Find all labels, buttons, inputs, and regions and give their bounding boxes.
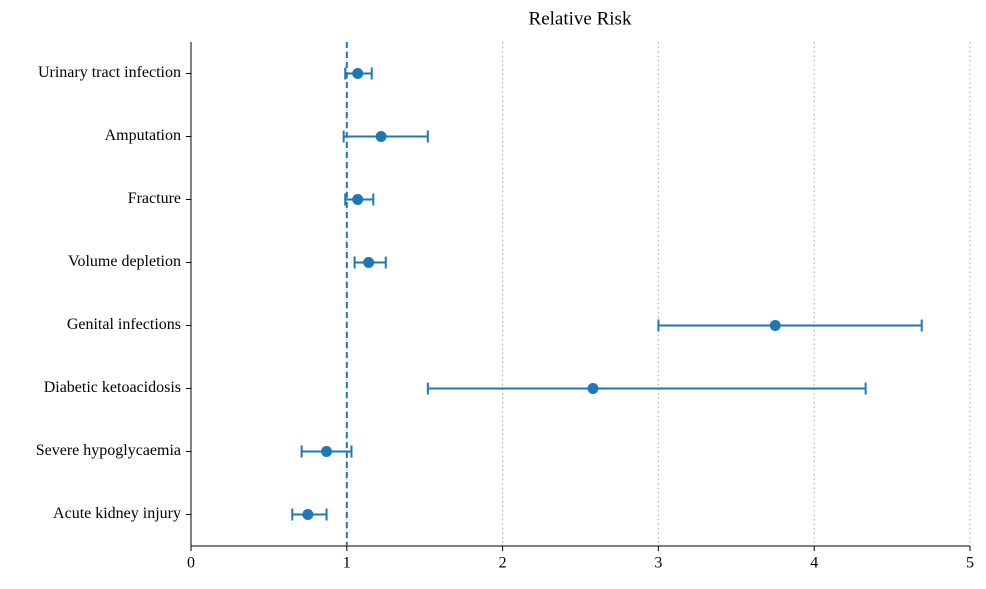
y-tick-label: Amputation [105, 127, 181, 144]
x-tick-label: 0 [187, 555, 195, 572]
point [587, 383, 599, 394]
x-tick-label: 1 [343, 555, 351, 572]
chart-title: Relative Risk [529, 8, 632, 29]
x-tick-label: 4 [810, 555, 818, 572]
point [302, 509, 314, 520]
y-tick-label: Fracture [128, 190, 181, 207]
x-tick-label: 2 [499, 555, 507, 572]
y-tick-label: Volume depletion [68, 253, 181, 270]
x-tick-label: 3 [654, 555, 662, 572]
point [352, 68, 364, 79]
y-tick-label: Diabetic ketoacidosis [44, 379, 181, 396]
point [375, 131, 387, 142]
point [363, 257, 375, 268]
x-tick-label: 5 [966, 555, 974, 572]
y-tick-label: Acute kidney injury [53, 505, 181, 522]
point [769, 320, 781, 331]
y-tick-label: Genital infections [67, 316, 181, 333]
y-tick-label: Severe hypoglycaemia [36, 442, 181, 459]
point [352, 194, 364, 205]
point [321, 446, 333, 457]
y-tick-label: Urinary tract infection [38, 64, 181, 81]
